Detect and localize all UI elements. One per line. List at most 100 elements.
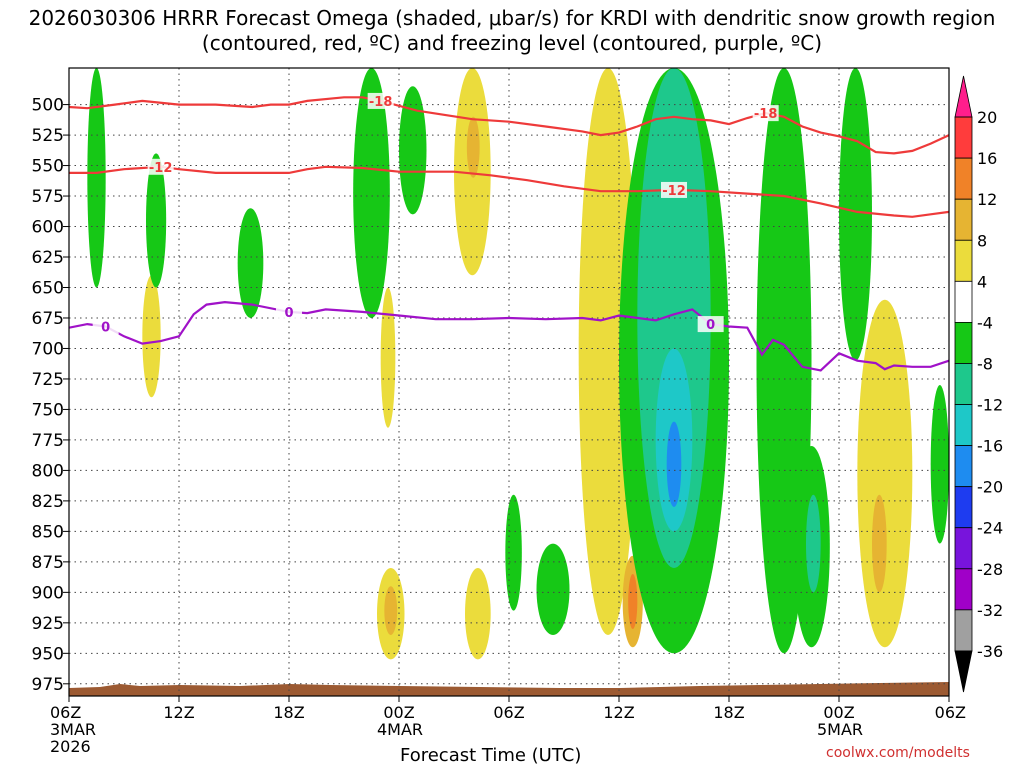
colorbar-label-8: -16 (977, 437, 1003, 456)
contour-label-bg-1-0 (147, 158, 174, 175)
x-tick-date-18: 4MAR (377, 720, 423, 739)
omega-blob-7 (466, 116, 480, 178)
colorbar-cell-12 (954, 568, 973, 611)
y-tick-label-500: 500 (32, 96, 64, 116)
omega-blob-19 (872, 494, 887, 593)
colorbar-label-0: 20 (977, 108, 997, 127)
omega-blob-4 (353, 68, 390, 318)
x-tick-label-24: 06Z (493, 703, 524, 722)
omega-blob-9 (578, 68, 638, 636)
omega-blob-3 (237, 208, 264, 318)
y-tick-label-625: 625 (32, 248, 64, 268)
colorbar-label-9: -20 (977, 478, 1003, 497)
colorbar-label-12: -32 (977, 601, 1003, 620)
colorbar-cell-9 (954, 445, 973, 488)
colorbar-cell-13 (954, 609, 973, 652)
omega-blob-15 (666, 421, 682, 507)
y-tick-label-675: 675 (32, 309, 64, 329)
colorbar-label-1: 16 (977, 149, 997, 168)
colorbar-label-10: -24 (977, 519, 1003, 538)
y-tick-label-575: 575 (32, 187, 64, 207)
colorbar-cell-1 (954, 116, 973, 159)
contour-label-1-0: -12 (149, 161, 173, 176)
y-tick-label-750: 750 (32, 400, 64, 420)
colorbar-cell-11 (954, 527, 973, 570)
contour-label-2-2: 0 (706, 318, 715, 333)
colorbar-cell-10 (954, 486, 973, 529)
colorbar-cell-7 (954, 363, 973, 405)
y-tick-label-600: 600 (32, 218, 64, 238)
colorbar-label-7: -12 (977, 396, 1003, 415)
contour-label-bg-2-1 (276, 303, 302, 320)
contour-label-0-1: -18 (754, 107, 778, 122)
colorbar-label-13: -36 (977, 642, 1003, 661)
y-tick-label-775: 775 (32, 431, 64, 451)
omega-shading-layer (87, 68, 949, 660)
omega-blob-0 (142, 275, 161, 398)
y-tick-label-550: 550 (32, 157, 64, 177)
y-tick-label-850: 850 (32, 522, 64, 542)
y-tick-label-525: 525 (32, 126, 64, 146)
contour-label-2-1: 0 (284, 306, 293, 321)
omega-blob-27 (930, 385, 949, 544)
omega-blob-8 (380, 287, 396, 428)
omega-blob-21 (806, 494, 821, 593)
colorbar-label-2: 12 (977, 190, 997, 209)
y-tick-label-800: 800 (32, 461, 64, 481)
x-tick-label-30: 12Z (603, 703, 634, 722)
colorbar-label-4: 4 (977, 272, 987, 291)
x-tick-label-42: 00Z (823, 703, 854, 722)
colorbar-cell-5 (954, 280, 973, 323)
y-tick-label-950: 950 (32, 644, 64, 664)
colorbar-top-arrow (954, 75, 973, 118)
omega-blob-25 (536, 543, 570, 636)
contour-label-0-0: -18 (369, 95, 393, 110)
y-tick-label-725: 725 (32, 370, 64, 390)
x-tick-label-18: 00Z (383, 703, 414, 722)
colorbar-cell-3 (954, 198, 973, 241)
colorbar-label-3: 8 (977, 231, 987, 250)
credit-text: coolwx.com/modelts (826, 745, 970, 761)
y-tick-label-875: 875 (32, 553, 64, 573)
x-tick-year-0: 2026 (50, 737, 91, 756)
omega-blob-23 (384, 586, 398, 636)
colorbar-label-5: -4 (977, 313, 993, 332)
y-tick-label-650: 650 (32, 278, 64, 298)
contour-layer: -18 -18 -12 -12 0 0 0 (69, 92, 949, 372)
y-tick-label-925: 925 (32, 614, 64, 634)
x-tick-label-6: 12Z (163, 703, 194, 722)
colorbar-label-6: -8 (977, 354, 993, 373)
x-tick-label-12: 18Z (273, 703, 304, 722)
x-tick-date-42: 5MAR (817, 720, 863, 739)
omega-blob-26 (505, 494, 522, 611)
omega-blob-11 (628, 574, 638, 629)
omega-blob-2 (146, 153, 167, 288)
contour-line-2 (69, 300, 949, 372)
colorbar: 20 16 12 8 4 -4 -8 -12 -16 -20 -24 -28 -32 -36 (954, 75, 1003, 693)
omega-blob-5 (399, 86, 427, 215)
omega-blob-1 (87, 68, 106, 288)
y-tick-label-900: 900 (32, 583, 64, 603)
y-tick-label-700: 700 (32, 339, 64, 359)
y-axis: 500 525 550 575 600 625 650 675 700 725 750 775 800 8… (32, 96, 69, 695)
x-axis-label: Forecast Time (UTC) (400, 745, 582, 766)
contour-label-2-0: 0 (101, 321, 110, 336)
x-tick-label-0: 06Z (50, 703, 81, 722)
x-tick-label-36: 18Z (713, 703, 744, 722)
colorbar-cell-6 (954, 321, 973, 364)
colorbar-bottom-arrow (954, 650, 973, 693)
contour-line-1 (69, 165, 949, 218)
x-tick-label-48: 06Z (935, 703, 966, 722)
contour-label-bg-1-1 (661, 181, 687, 198)
y-tick-label-825: 825 (32, 492, 64, 512)
omega-blob-18 (857, 299, 913, 648)
colorbar-cell-4 (954, 239, 973, 282)
contour-label-1-1: -12 (662, 184, 686, 199)
omega-blob-24 (465, 567, 491, 660)
contour-label-bg-2-0 (92, 318, 119, 335)
contour-label-bg-0-1 (752, 105, 779, 122)
x-tick-date-0: 3MAR (50, 720, 96, 739)
colorbar-cell-8 (954, 404, 973, 446)
